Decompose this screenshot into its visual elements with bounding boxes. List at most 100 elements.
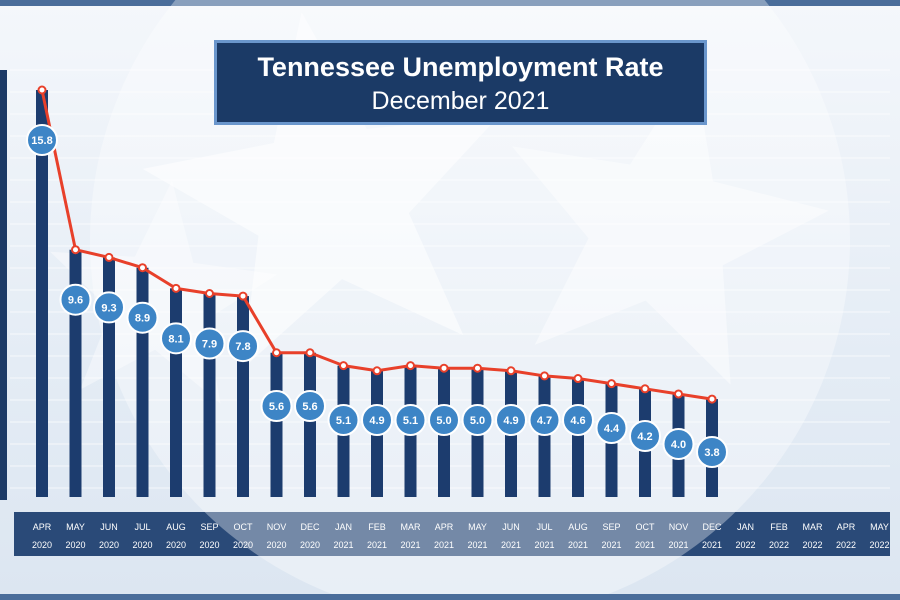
x-tick-label-month: JAN [335,522,352,532]
line-point [205,289,214,298]
value-label-circle [93,291,125,324]
value-label-circle [361,404,393,436]
value-label: 4.6 [570,415,585,427]
bar [572,378,584,497]
value-label: 5.0 [436,415,451,427]
x-tick-label-month: DEC [300,522,320,532]
value-label: 8.9 [135,313,150,325]
x-tick-label-month: JAN [737,522,754,532]
bar [170,288,182,497]
line-point [372,366,382,376]
x-tick-label-year: 2020 [166,540,186,550]
bar [538,375,551,497]
chart-title: Tennessee Unemployment Rate [257,52,664,82]
line-point [305,348,315,358]
bar [36,90,48,497]
x-tick-label-year: 2021 [400,540,420,550]
value-label: 9.6 [68,295,83,307]
x-tick-label-month: NOV [669,522,689,532]
x-tick-label-year: 2020 [199,540,219,550]
x-tick-label-year: 2022 [869,540,889,550]
line-point [238,291,248,301]
x-tick-label-month: MAR [401,522,422,532]
value-label: 3.8 [704,447,719,459]
chart-subtitle: December 2021 [371,87,550,115]
value-label: 4.4 [604,423,620,435]
x-tick-label-year: 2020 [233,540,253,550]
x-tick-label-year: 2020 [65,540,85,550]
x-tick-label-year: 2020 [132,540,152,550]
value-label: 9.3 [101,302,116,314]
x-tick-label-year: 2021 [635,540,655,550]
x-tick-label-year: 2021 [367,540,387,550]
x-tick-label-month: NOV [267,522,287,532]
value-label-circle [193,327,226,360]
value-label-circle [260,390,293,422]
value-label: 5.0 [470,415,485,427]
x-tick-label-month: OCT [234,522,254,532]
value-label-circle [160,322,192,355]
value-label: 5.6 [302,401,317,413]
value-label: 5.1 [403,415,418,427]
line-point [439,363,449,373]
value-label-circle [495,404,527,436]
background-star [142,12,500,369]
value-label: 7.8 [235,341,250,353]
x-tick-label-year: 2021 [333,540,353,550]
x-tick-label-month: MAY [468,522,487,532]
x-tick-label-year: 2022 [802,540,822,550]
bar [237,296,249,497]
x-tick-label-month: JUN [100,522,118,532]
value-label-circle [662,428,695,460]
line-point [138,263,147,273]
top-border [0,0,900,6]
value-label: 4.7 [537,415,552,427]
value-label: 4.2 [637,431,652,443]
line-point [607,379,616,389]
value-label-circle [629,420,661,452]
x-tick-label-month: AUG [568,522,588,532]
value-label-circle [394,404,427,436]
value-label: 7.9 [202,339,217,351]
x-tick-label-year: 2021 [702,540,722,550]
x-axis-band [14,512,890,556]
value-label: 8.1 [168,333,183,345]
value-label-circle [294,390,326,422]
value-label-circle [528,404,561,436]
line-point [540,371,549,381]
left-rail [0,70,7,500]
title-box: Tennessee Unemployment Rate December 202… [214,40,707,125]
line-point [573,374,583,384]
x-tick-label-month: APR [837,522,856,532]
x-tick-label-month: JUL [536,522,552,532]
value-label: 4.9 [503,415,518,427]
x-tick-label-month: DEC [702,522,722,532]
value-label-circle [126,301,159,334]
x-tick-label-month: FEB [770,522,788,532]
x-tick-label-month: JUN [502,522,520,532]
x-tick-label-month: SEP [200,522,218,532]
x-tick-label-year: 2020 [99,540,119,550]
x-tick-label-year: 2021 [568,540,588,550]
value-label-circle [562,404,594,436]
x-tick-label-year: 2022 [735,540,755,550]
bar [304,352,316,497]
line-point [707,394,717,404]
x-tick-label-month: MAY [870,522,889,532]
line-point [171,283,181,293]
x-tick-label-year: 2021 [501,540,521,550]
bottom-border [0,594,900,600]
line-point [406,361,415,371]
line-point [674,389,683,399]
value-label: 4.0 [671,439,686,451]
value-label: 5.1 [336,415,351,427]
value-label: 15.8 [31,135,52,147]
line-point [104,252,114,262]
x-tick-label-month: MAY [66,522,85,532]
x-tick-label-year: 2022 [769,540,789,550]
x-tick-label-month: MAR [803,522,824,532]
x-tick-label-month: APR [33,522,52,532]
x-tick-label-year: 2021 [467,540,487,550]
line-point [640,384,650,394]
